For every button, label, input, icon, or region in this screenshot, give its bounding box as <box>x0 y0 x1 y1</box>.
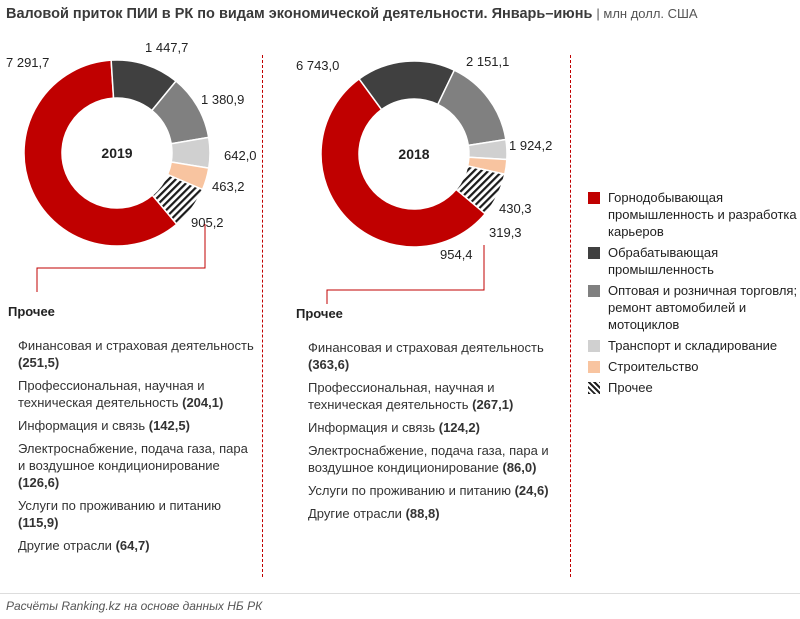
breakdown-item: Профессиональная, научная и техническая … <box>308 379 553 413</box>
breakdown-heading-2018: Прочее <box>296 306 343 321</box>
legend-label: Транспорт и складирование <box>608 338 778 353</box>
data-label-transport-2018: 430,3 <box>499 201 532 216</box>
breakdown-item-name: Услуги по проживанию и питанию <box>308 483 515 498</box>
legend-item-manufacturing: Обрабатывающая промышленность <box>588 244 800 278</box>
legend-item-trade: Оптовая и розничная торговля; ремонт авт… <box>588 282 800 333</box>
legend-swatch <box>588 361 600 373</box>
donut-2018: 6 743,0 2 151,1 1 924,2 430,3 319,3 954,4 2018 <box>296 54 552 262</box>
breakdown-item-name: Другие отрасли <box>308 506 406 521</box>
breakdown-item-name: Другие отрасли <box>18 538 116 553</box>
connector-2018 <box>326 245 485 304</box>
chart-title-main: Валовой приток ПИИ в РК по видам экономи… <box>6 6 593 22</box>
breakdown-item: Финансовая и страховая деятельность (363… <box>308 339 553 373</box>
data-label-construction-2019: 463,2 <box>212 179 245 194</box>
legend-item-mining: Горнодобывающая промышленность и разрабо… <box>588 189 800 240</box>
breakdown-heading-2019: Прочее <box>8 304 55 319</box>
breakdown-item-value: (86,0) <box>502 460 537 475</box>
chart-unit: | млн долл. США <box>596 6 698 21</box>
legend-swatch <box>588 192 600 204</box>
breakdown-item: Услуги по проживанию и питанию (24,6) <box>308 482 553 499</box>
breakdown-item-name: Электроснабжение, подача газа, пара и во… <box>18 441 248 473</box>
data-label-manufacturing-2018: 2 151,1 <box>466 54 509 69</box>
breakdown-item-value: (267,1) <box>472 397 514 412</box>
breakdown-item-name: Профессиональная, научная и техническая … <box>18 378 205 410</box>
legend-swatch <box>588 382 600 394</box>
breakdown-item-name: Услуги по проживанию и питанию <box>18 498 221 513</box>
data-label-other-2018: 954,4 <box>440 247 473 262</box>
breakdown-item-name: Электроснабжение, подача газа, пара и во… <box>308 443 549 475</box>
breakdown-item: Финансовая и страховая деятельность (251… <box>18 337 258 371</box>
breakdown-item-name: Профессиональная, научная и техническая … <box>308 380 495 412</box>
slice-other-2018 <box>455 165 506 215</box>
data-label-trade-2018: 1 924,2 <box>509 138 552 153</box>
divider-right <box>570 55 571 577</box>
legend-item-other: Прочее <box>588 379 800 396</box>
data-label-construction-2018: 319,3 <box>489 225 522 240</box>
breakdown-item-value: (204,1) <box>182 395 224 410</box>
breakdown-item-value: (88,8) <box>405 506 440 521</box>
divider-left <box>262 55 263 577</box>
breakdown-item: Электроснабжение, подача газа, пара и во… <box>308 442 553 476</box>
breakdown-item-value: (124,2) <box>438 420 480 435</box>
source-note: Расчёты Ranking.kz на основе данных НБ Р… <box>6 599 263 613</box>
legend-item-transport: Транспорт и складирование <box>588 337 800 354</box>
data-label-transport-2019: 642,0 <box>224 148 257 163</box>
legend-swatch <box>588 247 600 259</box>
breakdown-item-name: Информация и связь <box>18 418 149 433</box>
breakdown-item-value: (24,6) <box>514 483 549 498</box>
breakdown-item: Услуги по проживанию и питанию (115,9) <box>18 497 258 531</box>
breakdown-item: Профессиональная, научная и техническая … <box>18 377 258 411</box>
breakdown-item-name: Информация и связь <box>308 420 439 435</box>
legend-label: Обрабатывающая промышленность <box>608 245 719 277</box>
breakdown-item-value: (126,6) <box>18 475 60 490</box>
legend-label: Строительство <box>608 359 699 374</box>
breakdown-item-name: Финансовая и страховая деятельность <box>308 340 544 355</box>
connector-2019 <box>36 224 206 292</box>
breakdown-item: Информация и связь (124,2) <box>308 419 553 436</box>
breakdown-item: Электроснабжение, подача газа, пара и во… <box>18 440 258 491</box>
center-label-2018: 2018 <box>398 146 429 162</box>
breakdown-item-value: (363,6) <box>308 357 350 372</box>
data-label-trade-2019: 1 380,9 <box>201 92 244 107</box>
breakdown-item: Другие отрасли (64,7) <box>18 537 258 554</box>
legend-item-construction: Строительство <box>588 358 800 375</box>
data-label-other-2019: 905,2 <box>191 215 224 230</box>
chart-title: Валовой приток ПИИ в РК по видам экономи… <box>6 6 698 22</box>
breakdown-item-value: (142,5) <box>148 418 190 433</box>
center-label-2019: 2019 <box>101 145 132 161</box>
legend-swatch <box>588 285 600 297</box>
legend-swatch <box>588 340 600 352</box>
slice-mining-2018 <box>320 77 487 248</box>
data-label-mining-2019: 7 291,7 <box>6 55 49 70</box>
data-label-mining-2018: 6 743,0 <box>296 58 339 73</box>
breakdown-item-value: (251,5) <box>18 355 60 370</box>
breakdown-item-name: Финансовая и страховая деятельность <box>18 338 254 353</box>
breakdown-item-value: (115,9) <box>18 515 59 530</box>
source-divider <box>0 593 800 594</box>
breakdown-item-value: (64,7) <box>115 538 150 553</box>
breakdown-list-2019: Финансовая и страховая деятельность (251… <box>18 337 258 560</box>
chart-legend: Горнодобывающая промышленность и разрабо… <box>588 189 800 400</box>
slice-other-2019 <box>151 173 204 226</box>
donut-2019: 7 291,7 1 447,7 1 380,9 642,0 463,2 905,2 2019 <box>6 40 257 247</box>
breakdown-list-2018: Финансовая и страховая деятельность (363… <box>308 339 553 528</box>
data-label-manufacturing-2019: 1 447,7 <box>145 40 188 55</box>
legend-label: Горнодобывающая промышленность и разрабо… <box>608 190 797 239</box>
legend-label: Оптовая и розничная торговля; ремонт авт… <box>608 283 798 332</box>
prochee-connectors <box>36 224 485 304</box>
breakdown-item: Другие отрасли (88,8) <box>308 505 553 522</box>
slice-mining-2019 <box>23 59 178 247</box>
legend-label: Прочее <box>608 380 653 395</box>
breakdown-item: Информация и связь (142,5) <box>18 417 258 434</box>
